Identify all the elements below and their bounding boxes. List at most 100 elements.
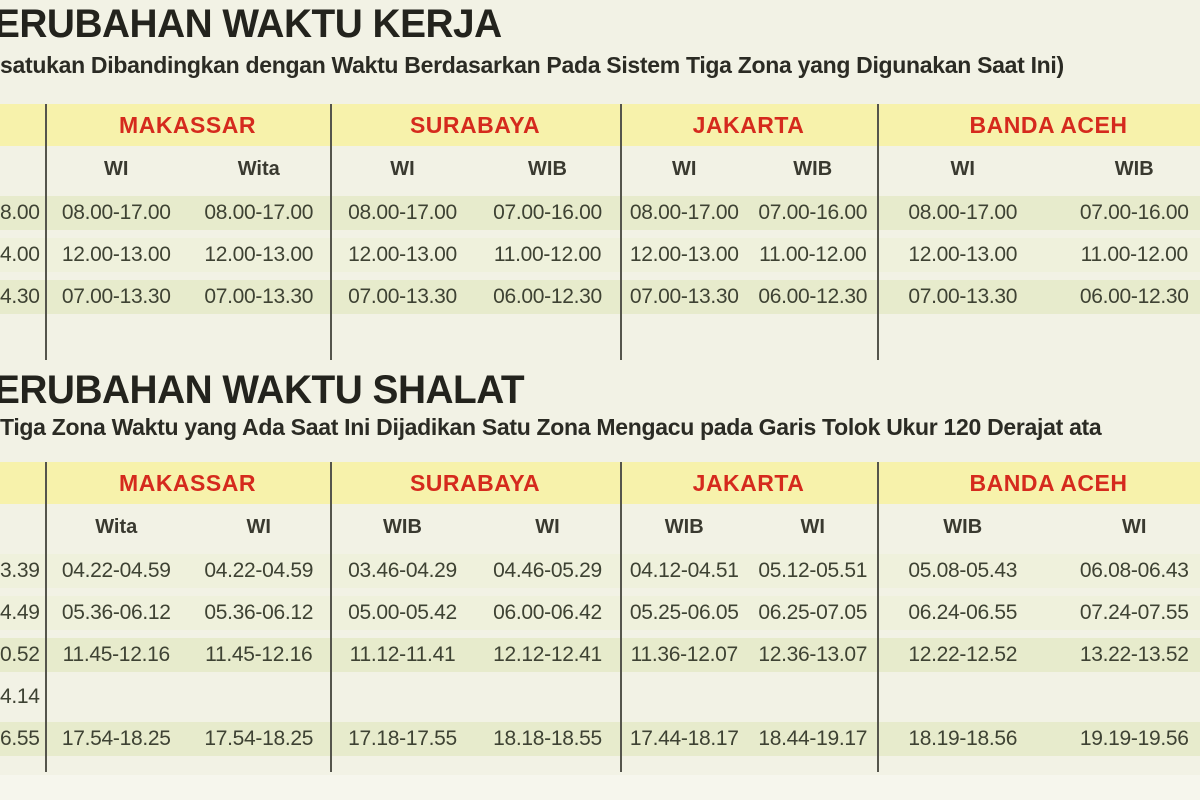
time-cell: 05.00-05.42 — [348, 601, 457, 624]
time-cell: 07.00-16.00 — [758, 201, 868, 224]
time-cell: 13.22-13.52 — [1079, 643, 1189, 666]
time-cell: 04.46-05.29 — [493, 559, 602, 582]
worktime-section-subtitle: satukan Dibandingkan dengan Waktu Berdas… — [0, 52, 1064, 78]
time-cell: 03.46-04.29 — [348, 559, 457, 582]
zone-label: WI — [104, 157, 129, 180]
zone-label: WI — [800, 515, 825, 538]
city-header-row: MAKASSAR SURABAYA JAKARTA BANDA ACEH — [0, 462, 1200, 504]
worktime-table: MAKASSAR SURABAYA JAKARTA BANDA ACEH WI Wita W… — [0, 104, 1200, 360]
time-cell: 04.22-04.59 — [204, 559, 314, 582]
zone-label: WIB — [793, 157, 833, 180]
city-header: MAKASSAR — [119, 469, 256, 496]
zone-label: Wita — [95, 515, 138, 538]
zone-label: WIB — [528, 157, 567, 180]
worktime-section-title: ERUBAHAN WAKTU KERJA — [0, 2, 502, 46]
zone-label: WI — [672, 157, 697, 180]
time-cell: 05.25-06.05 — [629, 601, 739, 624]
time-cell-partial: 6.55 — [0, 727, 40, 750]
time-cell: 11.00-12.00 — [759, 243, 867, 266]
column-divider — [877, 462, 879, 772]
time-cell: 12.12-12.41 — [493, 643, 602, 666]
time-cell: 12.00-13.00 — [204, 243, 314, 266]
time-cell-partial: 4.30 — [0, 285, 40, 308]
time-cell-partial: 4.00 — [0, 243, 40, 266]
time-cell: 05.12-05.51 — [758, 559, 868, 582]
time-cell: 05.36-06.12 — [204, 601, 314, 624]
time-cell: 18.18-18.55 — [493, 727, 602, 750]
column-divider — [330, 462, 332, 772]
time-cell: 04.12-04.51 — [629, 559, 739, 582]
table-row: 4.30 07.00-13.30 07.00-13.30 07.00-13.30 06.… — [0, 276, 1200, 318]
time-cell: 11.12-11.41 — [349, 643, 456, 666]
time-cell: 12.00-13.00 — [348, 243, 457, 266]
city-header: JAKARTA — [692, 469, 805, 496]
time-cell: 04.22-04.59 — [61, 559, 171, 582]
time-cell: 17.54-18.25 — [61, 727, 171, 750]
time-cell: 07.00-16.00 — [1079, 201, 1189, 224]
time-cell: 07.00-13.30 — [908, 285, 1018, 308]
table-row: 6.55 17.54-18.25 17.54-18.25 17.18-17.55 18.… — [0, 718, 1200, 760]
time-cell: 11.36-12.07 — [630, 643, 739, 666]
time-cell: 19.19-19.56 — [1079, 727, 1189, 750]
table-row: 3.39 04.22-04.59 04.22-04.59 03.46-04.29 04.… — [0, 550, 1200, 592]
column-divider — [620, 462, 622, 772]
column-divider — [45, 104, 47, 360]
time-cell: 08.00-17.00 — [348, 201, 457, 224]
time-cell: 06.00-12.30 — [1079, 285, 1189, 308]
time-cell: 12.36-13.07 — [758, 643, 868, 666]
city-header: JAKARTA — [692, 111, 805, 138]
zone-label: WI — [950, 157, 975, 180]
time-cell: 07.00-16.00 — [493, 201, 602, 224]
time-cell: 08.00-17.00 — [204, 201, 314, 224]
time-cell: 12.00-13.00 — [629, 243, 739, 266]
column-divider — [620, 104, 622, 360]
zone-label: WI — [390, 157, 415, 180]
city-header: BANDA ACEH — [969, 111, 1128, 138]
zone-label: WIB — [664, 515, 704, 538]
time-cell: 11.45-12.16 — [62, 643, 171, 666]
prayertime-section-title: ERUBAHAN WAKTU SHALAT — [0, 368, 525, 412]
column-divider — [330, 104, 332, 360]
time-cell: 06.00-12.30 — [758, 285, 868, 308]
zone-header-row: Wita WI WIB WI WIB WI WIB WI — [0, 504, 1200, 550]
time-cell: 07.00-13.30 — [629, 285, 739, 308]
time-cell: 06.24-06.55 — [908, 601, 1018, 624]
city-header: SURABAYA — [409, 469, 541, 496]
zone-label: WIB — [943, 515, 983, 538]
zone-label: WIB — [1114, 157, 1154, 180]
time-cell: 11.00-12.00 — [493, 243, 602, 266]
time-cell: 12.22-12.52 — [908, 643, 1018, 666]
time-cell: 11.45-12.16 — [205, 643, 313, 666]
prayertime-section-subtitle: Tiga Zona Waktu yang Ada Saat Ini Dijadi… — [0, 414, 1102, 440]
column-divider — [45, 462, 47, 772]
zone-header-row: WI Wita WI WIB WI WIB WI WIB — [0, 146, 1200, 192]
time-cell-partial: 4.14 — [0, 685, 40, 708]
time-cell: 18.19-18.56 — [908, 727, 1018, 750]
city-header: MAKASSAR — [119, 111, 256, 138]
table-row: 4.49 05.36-06.12 05.36-06.12 05.00-05.42 06.… — [0, 592, 1200, 634]
city-header-row: MAKASSAR SURABAYA JAKARTA BANDA ACEH — [0, 104, 1200, 146]
time-cell-partial: 8.00 — [0, 201, 40, 224]
time-cell: 17.44-18.17 — [629, 727, 739, 750]
time-cell-partial: 4.49 — [0, 601, 40, 624]
time-cell: 07.00-13.30 — [61, 285, 171, 308]
time-cell-partial: 3.39 — [0, 559, 40, 582]
zone-label: WIB — [383, 515, 422, 538]
zone-label: WI — [1122, 515, 1147, 538]
time-cell: 08.00-17.00 — [908, 201, 1018, 224]
time-cell: 05.36-06.12 — [61, 601, 171, 624]
zone-label: Wita — [237, 157, 280, 180]
time-cell: 17.18-17.55 — [348, 727, 457, 750]
time-cell: 06.00-06.42 — [493, 601, 602, 624]
zone-label: WI — [535, 515, 560, 538]
zone-label: WI — [246, 515, 271, 538]
table-row: 0.52 11.45-12.16 11.45-12.16 11.12-11.41 12.… — [0, 634, 1200, 676]
table-row: 4.00 12.00-13.00 12.00-13.00 12.00-13.00 11.… — [0, 234, 1200, 276]
time-cell: 06.25-07.05 — [758, 601, 868, 624]
time-cell: 17.54-18.25 — [204, 727, 314, 750]
time-cell-partial: 0.52 — [0, 643, 40, 666]
time-cell: 08.00-17.00 — [629, 201, 739, 224]
time-cell: 12.00-13.00 — [908, 243, 1018, 266]
column-divider — [877, 104, 879, 360]
